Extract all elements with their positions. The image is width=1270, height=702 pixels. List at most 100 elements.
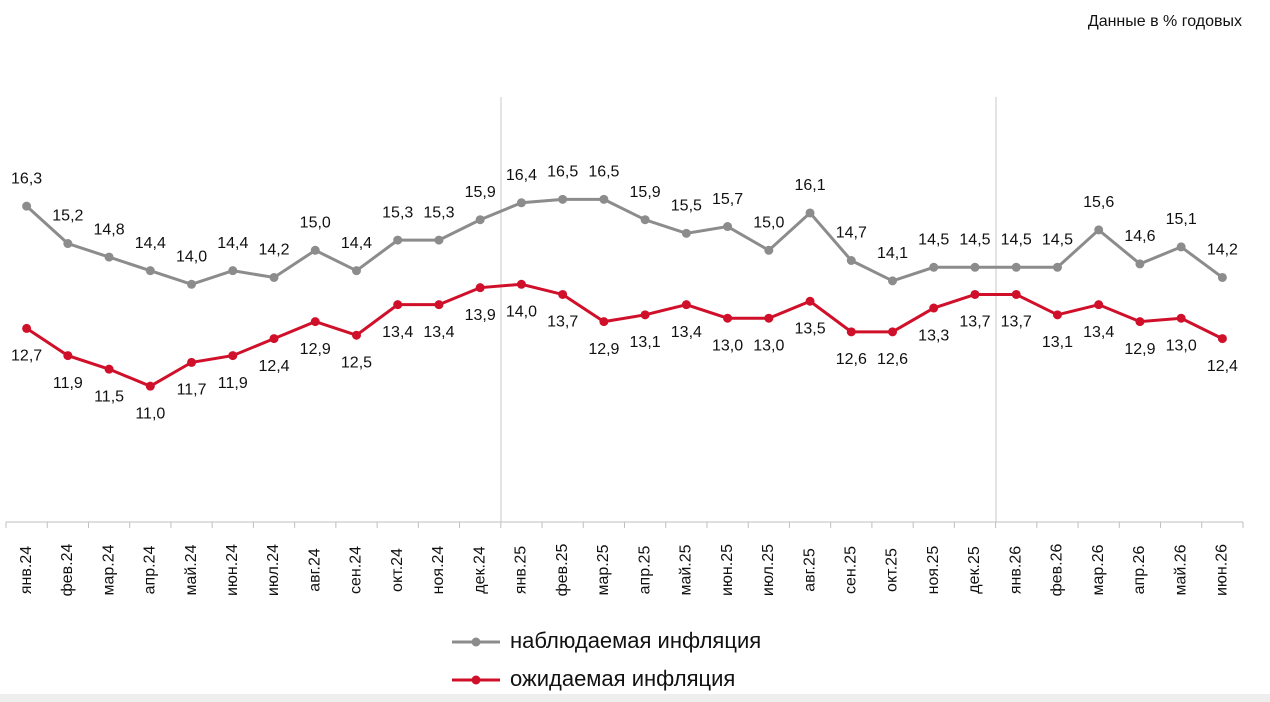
data-label: 13,4 (382, 324, 413, 341)
data-label: 13,0 (1166, 337, 1197, 354)
x-tick-label: янв.26 (1007, 546, 1024, 594)
data-label: 16,1 (794, 177, 825, 194)
point (805, 296, 815, 306)
x-tick-label: ноя.25 (925, 546, 942, 595)
point (1176, 242, 1186, 252)
data-label: 13,0 (753, 337, 784, 354)
x-tick-label: май.25 (678, 544, 695, 595)
data-label: 14,5 (918, 232, 949, 249)
point (1094, 225, 1104, 235)
point (516, 279, 526, 289)
point (929, 303, 939, 313)
point (1217, 334, 1227, 344)
point (310, 317, 320, 327)
data-label: 13,9 (465, 307, 496, 324)
data-label: 13,0 (712, 337, 743, 354)
data-label: 14,0 (176, 248, 207, 265)
x-tick-label: июл.25 (760, 544, 777, 596)
data-label: 14,2 (258, 242, 289, 259)
point (1217, 272, 1227, 282)
point (1135, 259, 1145, 269)
point (351, 330, 361, 340)
x-tick-label: мар.25 (595, 544, 612, 595)
data-label: 15,3 (382, 204, 413, 221)
point (434, 235, 444, 245)
x-tick-label: апр.24 (142, 546, 159, 595)
data-label: 15,7 (712, 191, 743, 208)
data-label: 15,2 (52, 208, 83, 225)
point (22, 323, 32, 333)
data-label: 15,1 (1166, 211, 1197, 228)
point (228, 266, 238, 276)
point (929, 262, 939, 272)
bottom-strip (0, 694, 1270, 702)
data-label: 15,0 (753, 215, 784, 232)
point (22, 201, 32, 211)
x-tick-label: авг.25 (801, 548, 818, 592)
x-tick-label: сен.25 (843, 546, 860, 594)
legend-marker (471, 675, 481, 685)
x-tick-label: июл.24 (265, 544, 282, 596)
data-label: 15,0 (300, 215, 331, 232)
x-tick-label: апр.26 (1131, 546, 1148, 595)
data-label: 13,7 (959, 314, 990, 331)
data-label: 14,5 (1042, 232, 1073, 249)
point (640, 215, 650, 225)
point (63, 351, 73, 361)
data-label: 12,9 (300, 341, 331, 358)
x-tick-label: мар.24 (100, 544, 117, 595)
x-tick-label: фев.24 (59, 544, 76, 597)
data-label: 13,4 (423, 324, 454, 341)
point (888, 327, 898, 337)
data-label: 11,9 (218, 375, 248, 392)
x-tick-label: май.26 (1172, 544, 1189, 595)
data-label: 14,6 (1124, 228, 1155, 245)
x-tick-label: июн.25 (719, 544, 736, 596)
point (393, 300, 403, 310)
point (681, 300, 691, 310)
x-tick-label: июн.24 (224, 544, 241, 596)
point (1052, 262, 1062, 272)
data-label: 13,4 (671, 324, 702, 341)
data-label: 12,6 (877, 351, 908, 368)
data-label: 12,4 (1207, 358, 1238, 375)
data-label: 12,6 (836, 351, 867, 368)
series-line (25, 197, 1224, 286)
data-label: 12,9 (588, 341, 619, 358)
point (516, 198, 526, 208)
legend-marker (471, 637, 481, 647)
legend-label: ожидаемая инфляция (510, 666, 735, 691)
data-label: 12,4 (258, 358, 289, 375)
data-label: 15,9 (630, 184, 661, 201)
data-label: 15,5 (671, 198, 702, 215)
data-label: 11,9 (53, 375, 83, 392)
point (475, 215, 485, 225)
point (1135, 317, 1145, 327)
point (393, 235, 403, 245)
data-label: 14,4 (341, 235, 372, 252)
data-label: 14,5 (1001, 232, 1032, 249)
point (310, 245, 320, 255)
x-tick-label: авг.24 (306, 548, 323, 592)
point (558, 289, 568, 299)
data-label: 13,3 (918, 327, 949, 344)
point (764, 313, 774, 323)
data-label: 13,7 (1001, 314, 1032, 331)
data-label: 15,6 (1083, 194, 1114, 211)
data-label: 16,4 (506, 167, 537, 184)
data-label: 14,4 (135, 235, 166, 252)
data-label: 15,3 (423, 204, 454, 221)
x-tick-label: фев.26 (1049, 544, 1066, 597)
point (970, 289, 980, 299)
point (681, 228, 691, 238)
data-label: 14,4 (217, 235, 248, 252)
data-label: 11,7 (177, 382, 207, 399)
data-label: 13,7 (547, 314, 578, 331)
data-label: 12,9 (1124, 341, 1155, 358)
data-label: 16,5 (547, 164, 578, 181)
chart-title: Данные в % годовых (1088, 13, 1242, 30)
point (1094, 300, 1104, 310)
x-tick-label: апр.25 (636, 546, 653, 595)
x-tick-label: сен.24 (348, 546, 365, 594)
